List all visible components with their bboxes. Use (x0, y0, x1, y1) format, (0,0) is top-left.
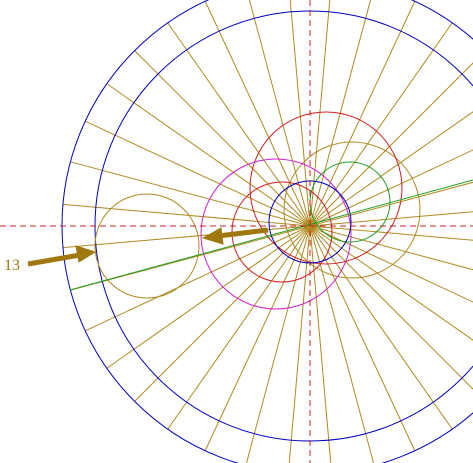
spoke (309, 225, 473, 390)
spoke (309, 22, 453, 227)
gold-circle (283, 141, 421, 279)
spoke (204, 1, 311, 227)
spoke (167, 22, 311, 227)
arrow-head (75, 245, 97, 263)
small-gold-circle (94, 193, 200, 299)
spoke (204, 225, 311, 451)
spoke (106, 225, 311, 369)
spoke (106, 83, 311, 227)
spoke (309, 225, 473, 341)
spoke (85, 225, 311, 332)
spoke (245, 225, 311, 463)
spoke (309, 225, 453, 430)
arrow-head (201, 227, 224, 245)
spoke (134, 50, 311, 227)
spoke (134, 225, 311, 402)
spoke (309, 149, 473, 227)
spoke (309, 62, 473, 227)
spoke (309, 225, 332, 463)
arrow-shaft (27, 252, 81, 267)
spoke (248, 0, 311, 227)
spoke (309, 181, 473, 227)
spoke (288, 225, 311, 463)
spoke (309, 225, 416, 451)
red-circle (249, 111, 403, 265)
spoke (309, 225, 473, 271)
spoke (289, 0, 311, 227)
spoke (62, 225, 311, 249)
arrows (27, 227, 269, 267)
arrow-shaft (217, 227, 269, 239)
green-line (69, 179, 473, 291)
spoke (309, 0, 372, 227)
magenta-circle (200, 158, 352, 310)
arrow-label: 13 (4, 257, 20, 274)
spoke (309, 211, 473, 227)
spoke (309, 225, 375, 463)
spoke (70, 161, 311, 227)
spoke (309, 225, 473, 303)
radial-lines (62, 0, 473, 463)
spoke (167, 225, 311, 430)
spoke (85, 120, 311, 227)
spoke (309, 1, 416, 227)
spoke (309, 225, 473, 241)
